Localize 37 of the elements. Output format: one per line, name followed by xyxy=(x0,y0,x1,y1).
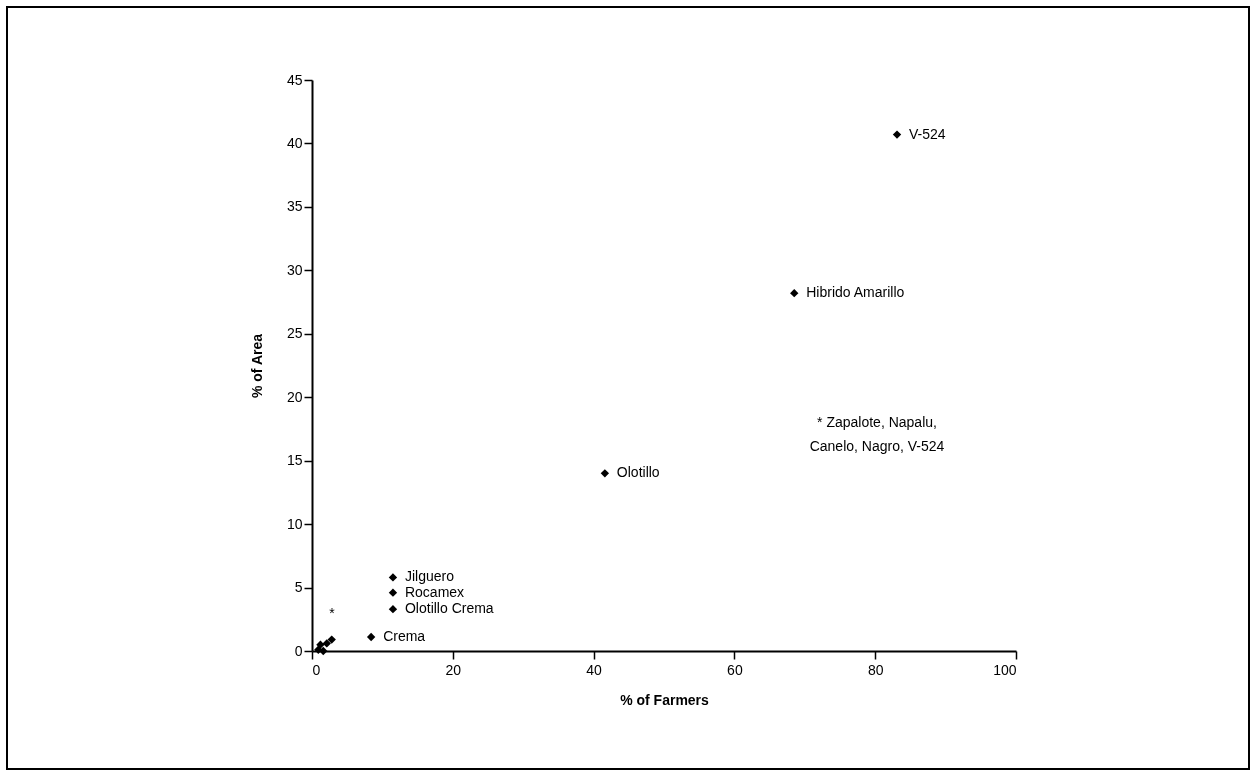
y-tick-label: 40 xyxy=(286,134,303,151)
y-axis-title: % of Area xyxy=(248,333,265,399)
point xyxy=(892,130,902,139)
point xyxy=(790,288,799,298)
y-tick-label: 0 xyxy=(294,642,303,659)
y-tick-label: 5 xyxy=(294,579,303,596)
annotation: * xyxy=(329,605,336,621)
y-tick-label: 35 xyxy=(286,198,303,215)
x-tick-label: 100 xyxy=(993,661,1017,678)
point xyxy=(388,588,398,597)
annotation: Hibrido Amarillo xyxy=(806,284,905,301)
y-tick-label: 20 xyxy=(286,388,303,405)
annotation: Jilguero xyxy=(404,568,455,585)
x-tick-label: 80 xyxy=(867,661,884,678)
x-tick-label: 60 xyxy=(727,661,743,678)
x-axis-title: % of Farmers xyxy=(620,691,710,708)
y-tick-label: 10 xyxy=(286,515,303,532)
annotation: Olotillo xyxy=(616,464,660,481)
point xyxy=(319,646,328,656)
annotation: Olotillo Crema xyxy=(404,600,494,617)
y-tick-label: 45 xyxy=(286,71,303,88)
point xyxy=(600,469,610,478)
point xyxy=(322,639,331,648)
y-tick-label: 30 xyxy=(286,261,303,278)
y-tick-label: 15 xyxy=(286,452,303,469)
point xyxy=(388,573,398,582)
x-tick-label: 40 xyxy=(586,661,603,678)
point xyxy=(366,632,376,642)
point xyxy=(327,635,336,644)
x-tick-label: 0 xyxy=(312,661,321,678)
y-tick-label: 25 xyxy=(286,325,303,342)
x-tick-label: 20 xyxy=(445,661,462,678)
annotation: Rocamex xyxy=(404,583,465,600)
annotation: * Zapalote, Napalu, Canelo, Nagro, V-524 xyxy=(809,414,945,454)
point xyxy=(388,604,398,614)
annotation: V-524 xyxy=(909,125,946,142)
annotation: Crema xyxy=(383,628,426,645)
